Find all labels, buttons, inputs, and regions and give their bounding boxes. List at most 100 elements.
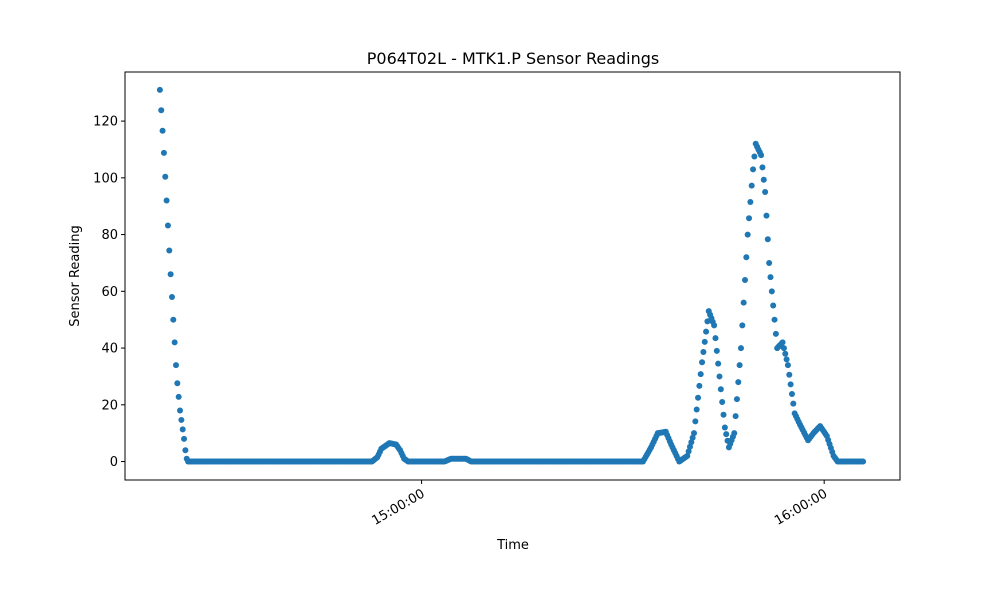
data-point bbox=[160, 149, 167, 156]
data-point bbox=[156, 86, 163, 93]
data-point bbox=[163, 197, 170, 204]
data-point bbox=[740, 299, 747, 306]
data-point bbox=[783, 356, 790, 363]
data-point bbox=[736, 362, 743, 369]
data-point bbox=[177, 407, 184, 414]
data-point bbox=[743, 254, 750, 261]
data-point bbox=[688, 439, 695, 446]
data-point bbox=[721, 424, 728, 431]
data-point bbox=[712, 335, 719, 342]
data-point bbox=[763, 212, 770, 219]
data-point bbox=[733, 396, 740, 403]
data-point bbox=[704, 318, 711, 325]
data-point bbox=[717, 386, 724, 393]
data-point bbox=[788, 391, 795, 398]
data-point bbox=[703, 328, 710, 335]
data-point bbox=[170, 316, 177, 323]
data-point bbox=[790, 400, 797, 407]
y-tick-label: 80 bbox=[101, 228, 118, 243]
y-axis: 0 20 40 60 80 100 120 bbox=[93, 115, 125, 470]
data-point bbox=[166, 247, 173, 254]
data-point bbox=[758, 152, 765, 159]
data-point bbox=[744, 231, 751, 238]
data-point bbox=[699, 359, 706, 366]
data-point bbox=[735, 379, 742, 386]
data-point bbox=[689, 434, 696, 441]
data-point bbox=[179, 426, 186, 433]
data-point bbox=[182, 447, 189, 454]
plot-area bbox=[124, 71, 901, 481]
y-tick-label: 100 bbox=[93, 171, 118, 186]
data-point bbox=[760, 176, 767, 183]
y-tick-label: 40 bbox=[101, 342, 118, 357]
data-point bbox=[767, 274, 774, 281]
data-point bbox=[731, 430, 738, 437]
data-point bbox=[684, 452, 691, 459]
y-tick-label: 0 bbox=[110, 455, 118, 470]
data-point bbox=[716, 373, 723, 380]
data-point bbox=[171, 339, 178, 346]
data-point bbox=[159, 127, 166, 134]
data-point bbox=[748, 182, 755, 189]
y-axis-label: Sensor Reading bbox=[68, 225, 83, 326]
data-point bbox=[696, 382, 703, 389]
data-point bbox=[697, 371, 704, 378]
data-series-mtk1-p bbox=[156, 86, 867, 465]
data-point bbox=[701, 338, 708, 345]
data-point bbox=[779, 339, 786, 346]
data-point bbox=[762, 189, 769, 196]
data-point bbox=[685, 448, 692, 455]
data-point bbox=[770, 302, 777, 309]
data-point bbox=[766, 259, 773, 266]
y-tick-label: 60 bbox=[101, 285, 118, 300]
y-tick-label: 20 bbox=[101, 398, 118, 413]
data-point bbox=[737, 345, 744, 352]
y-tick-label: 120 bbox=[93, 115, 118, 130]
data-point bbox=[162, 173, 169, 180]
data-point bbox=[860, 458, 867, 465]
data-point bbox=[786, 371, 793, 378]
data-point bbox=[167, 271, 174, 278]
data-point bbox=[723, 431, 730, 438]
data-point bbox=[711, 322, 718, 329]
data-point bbox=[178, 416, 185, 423]
data-point bbox=[742, 276, 748, 283]
data-point bbox=[751, 153, 758, 160]
data-point bbox=[720, 411, 727, 418]
data-point bbox=[158, 107, 165, 114]
data-point bbox=[173, 362, 179, 369]
data-point bbox=[784, 362, 791, 369]
x-axis-label: Time bbox=[496, 538, 529, 553]
data-point bbox=[695, 394, 702, 401]
data-point bbox=[175, 393, 182, 400]
data-point bbox=[691, 430, 697, 437]
data-point bbox=[181, 435, 188, 442]
data-point bbox=[168, 294, 175, 300]
data-point bbox=[771, 316, 778, 323]
data-point bbox=[747, 198, 754, 205]
data-point bbox=[739, 322, 746, 329]
chart-title: P064T02L - MTK1.P Sensor Readings bbox=[367, 49, 659, 68]
data-point bbox=[174, 380, 181, 387]
data-point bbox=[787, 381, 794, 388]
data-point bbox=[713, 347, 720, 354]
data-point bbox=[746, 215, 753, 222]
data-point bbox=[164, 222, 171, 229]
data-point bbox=[759, 164, 766, 171]
data-point bbox=[693, 406, 700, 413]
data-point bbox=[768, 288, 775, 295]
data-point bbox=[782, 350, 789, 357]
data-point bbox=[732, 413, 739, 420]
data-point bbox=[715, 360, 722, 367]
data-point bbox=[700, 349, 707, 356]
data-point bbox=[686, 443, 693, 450]
data-point bbox=[780, 345, 787, 352]
data-point bbox=[692, 418, 699, 425]
plot-frame bbox=[124, 71, 901, 481]
data-point bbox=[772, 330, 779, 337]
data-point bbox=[719, 398, 726, 405]
data-point bbox=[750, 166, 757, 173]
data-point bbox=[764, 236, 771, 243]
